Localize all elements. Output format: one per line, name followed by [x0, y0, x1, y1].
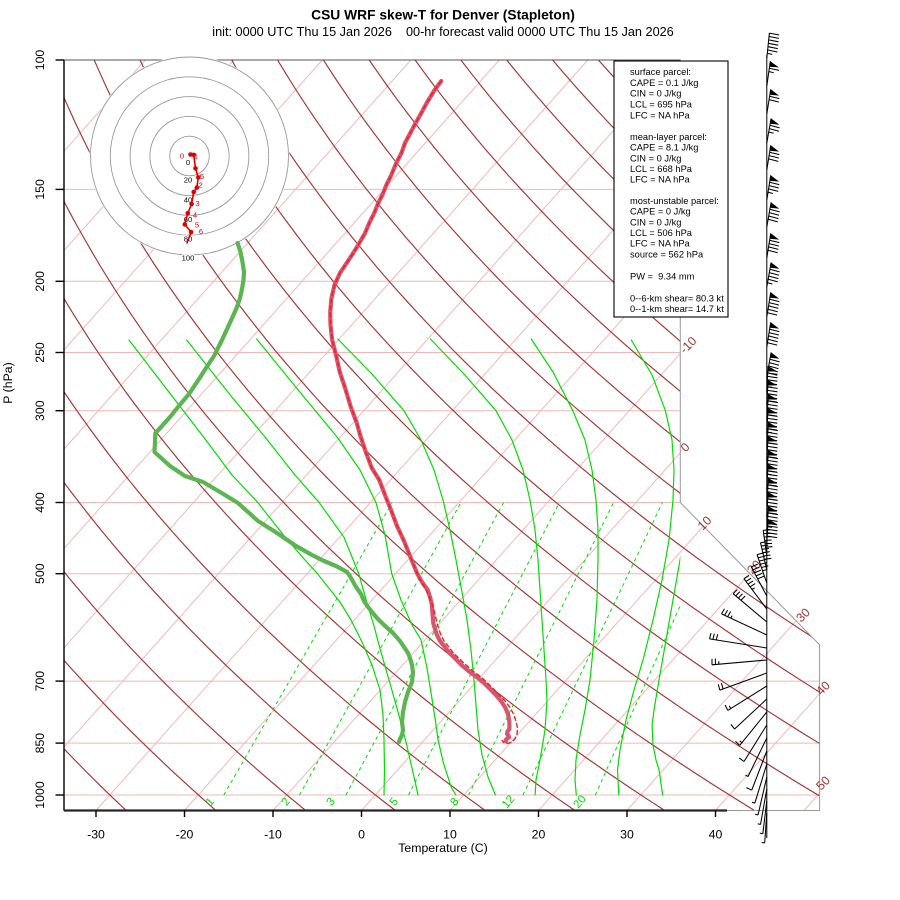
svg-text:-20: -20: [176, 828, 194, 842]
svg-text:5: 5: [195, 221, 199, 230]
svg-text:2: 2: [198, 181, 202, 190]
svg-text:40: 40: [184, 196, 192, 205]
svg-text:300: 300: [33, 400, 47, 421]
svg-text:0: 0: [186, 158, 190, 167]
svg-text:LFC = NA hPa: LFC = NA hPa: [630, 110, 691, 120]
svg-text:40: 40: [709, 828, 723, 842]
svg-text:CIN = 0 J/kg: CIN = 0 J/kg: [630, 217, 681, 227]
svg-text:source = 562 hPa: source = 562 hPa: [630, 249, 704, 259]
svg-text:150: 150: [33, 179, 47, 200]
svg-text:init: 0000 UTC Thu 15 Jan 2026: init: 0000 UTC Thu 15 Jan 2026 00-hr for…: [212, 25, 674, 39]
svg-text:1: 1: [194, 152, 198, 161]
svg-text:Temperature (C): Temperature (C): [398, 841, 488, 855]
svg-text:0: 0: [180, 152, 184, 161]
svg-text:10: 10: [443, 828, 457, 842]
svg-text:PW = 9.34 mm: PW = 9.34 mm: [630, 271, 695, 281]
svg-text:0--6-km shear= 80.3 kt: 0--6-km shear= 80.3 kt: [630, 293, 724, 303]
svg-text:LCL = 668 hPa: LCL = 668 hPa: [630, 164, 693, 174]
svg-text:0: 0: [358, 828, 365, 842]
svg-text:-30: -30: [87, 828, 105, 842]
svg-text:-10: -10: [264, 828, 282, 842]
svg-text:5: 5: [200, 172, 204, 181]
svg-text:mean-layer parcel:: mean-layer parcel:: [630, 132, 707, 142]
svg-text:LFC = NA hPa: LFC = NA hPa: [630, 175, 691, 185]
svg-text:LCL = 506 hPa: LCL = 506 hPa: [630, 228, 693, 238]
svg-text:LFC = NA hPa: LFC = NA hPa: [630, 239, 691, 249]
svg-text:CIN = 0 J/kg: CIN = 0 J/kg: [630, 89, 681, 99]
svg-text:CAPE = 8.1 J/kg: CAPE = 8.1 J/kg: [630, 143, 698, 153]
svg-text:CAPE = 0 J/kg: CAPE = 0 J/kg: [630, 207, 691, 217]
svg-text:850: 850: [33, 733, 47, 754]
svg-text:most-unstable parcel:: most-unstable parcel:: [630, 196, 719, 206]
svg-text:1000: 1000: [33, 781, 47, 809]
svg-text:200: 200: [33, 271, 47, 292]
svg-text:0--1-km shear= 14.7 kt: 0--1-km shear= 14.7 kt: [630, 304, 724, 314]
svg-text:60: 60: [184, 215, 192, 224]
svg-text:20: 20: [532, 828, 546, 842]
svg-text:3: 3: [195, 199, 199, 208]
svg-text:surface parcel:: surface parcel:: [630, 67, 691, 77]
svg-text:P (hPa): P (hPa): [1, 362, 15, 403]
svg-text:100: 100: [182, 254, 195, 263]
svg-text:LCL = 695 hPa: LCL = 695 hPa: [630, 99, 693, 109]
svg-text:CSU WRF skew-T for Denver (Sta: CSU WRF skew-T for Denver (Stapleton): [311, 8, 575, 23]
svg-text:400: 400: [33, 492, 47, 513]
svg-text:500: 500: [33, 563, 47, 584]
svg-text:30: 30: [620, 828, 634, 842]
svg-text:CAPE = 0.1 J/kg: CAPE = 0.1 J/kg: [630, 78, 698, 88]
svg-text:CIN = 0 J/kg: CIN = 0 J/kg: [630, 153, 681, 163]
svg-text:20: 20: [184, 176, 192, 185]
svg-text:700: 700: [33, 671, 47, 692]
svg-text:100: 100: [33, 50, 47, 71]
svg-text:4: 4: [193, 211, 197, 220]
svg-text:250: 250: [33, 342, 47, 363]
svg-text:6: 6: [199, 227, 203, 236]
